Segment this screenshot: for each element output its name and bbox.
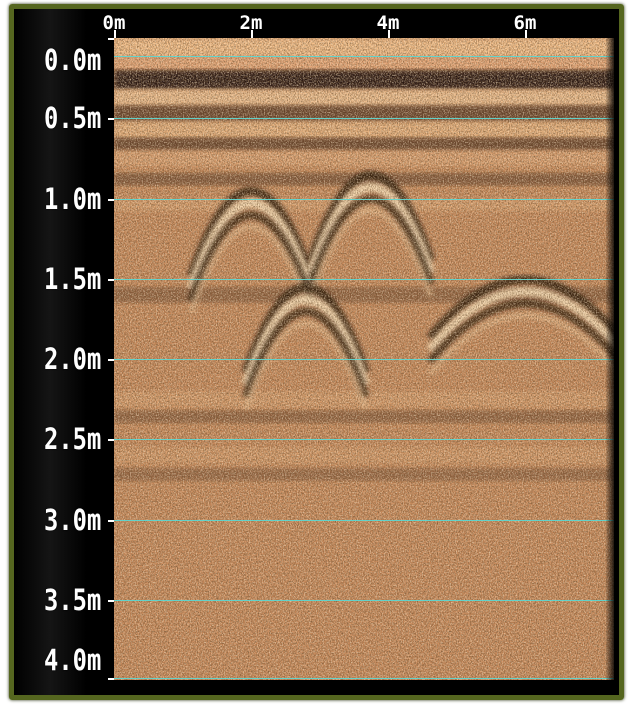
y-tick-label: 1.5m	[44, 261, 102, 296]
x-tick-label: 2m	[239, 12, 263, 34]
y-tick-mark	[108, 118, 114, 121]
y-tick-label: 4.0m	[44, 643, 102, 677]
gpr-radargram	[114, 38, 614, 680]
depth-gridline	[114, 359, 614, 360]
y-tick-mark	[108, 38, 114, 40]
y-tick-label: 2.0m	[44, 342, 102, 376]
depth-gridline	[114, 678, 614, 679]
depth-gridline	[114, 198, 614, 200]
x-tick-mark	[250, 30, 253, 38]
x-tick-mark	[524, 30, 527, 38]
y-tick-label: 3.0m	[44, 502, 102, 537]
y-tick-label: 2.5m	[44, 422, 102, 457]
depth-gridline	[114, 599, 614, 601]
y-tick-mark	[108, 678, 114, 680]
x-tick-mark	[114, 30, 116, 38]
depth-gridline	[114, 439, 614, 441]
x-tick-label: 6m	[513, 12, 537, 34]
depth-gridline	[114, 118, 614, 120]
y-tick-label: 1.0m	[44, 181, 102, 216]
right-shadow	[606, 38, 616, 680]
y-tick-mark	[108, 439, 114, 442]
depth-gridline	[114, 519, 614, 521]
x-tick-label: 4m	[376, 12, 400, 34]
x-tick-mark	[387, 30, 390, 38]
x-tick-label: 0m	[102, 12, 126, 34]
y-tick-label: 3.5m	[44, 582, 102, 617]
y-tick-mark	[108, 519, 114, 522]
y-tick-mark	[108, 278, 114, 281]
y-tick-mark	[108, 599, 114, 602]
y-tick-mark	[108, 359, 114, 361]
y-tick-label: 0.0m	[44, 43, 102, 77]
depth-gridline	[114, 56, 614, 57]
y-tick-mark	[108, 198, 114, 201]
depth-gridline	[114, 278, 614, 280]
y-tick-label: 0.5m	[44, 101, 102, 136]
